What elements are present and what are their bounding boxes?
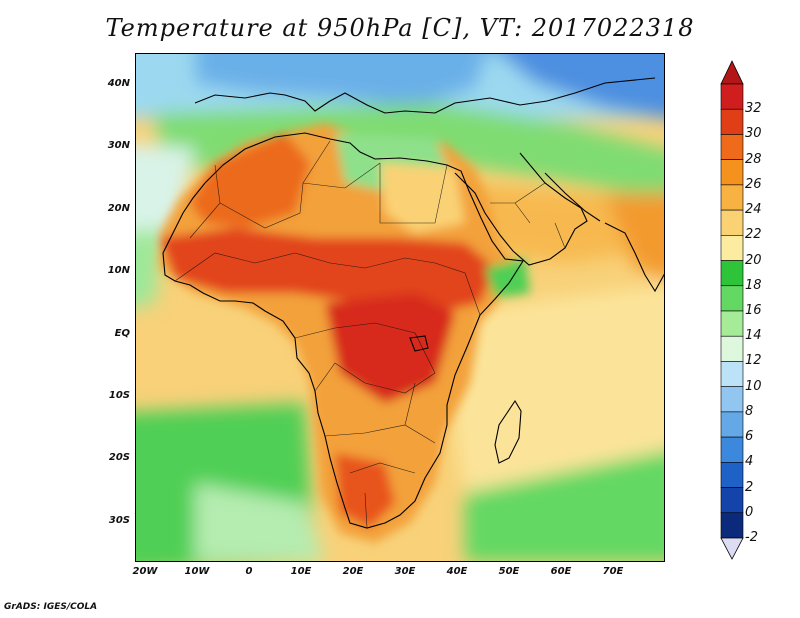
- india-coastline: [604, 222, 665, 293]
- colorbar-segment: [720, 285, 744, 312]
- field-atlantic-green: [135, 228, 165, 308]
- colorbar-segment: [720, 134, 744, 160]
- colorbar-segment: [720, 487, 744, 514]
- colorbar-label: -2: [745, 530, 758, 545]
- colorbar-label: 22: [745, 227, 762, 243]
- field-india-warm: [605, 193, 665, 278]
- colorbar-segment: [720, 512, 744, 539]
- lon-tick-label: 10E: [290, 566, 312, 577]
- lon-tick-label: 30E: [394, 566, 416, 577]
- colorbar-segment: [720, 335, 744, 362]
- colorbar-label: 2: [745, 479, 754, 495]
- map-border: [135, 53, 665, 562]
- colorbar-label: 8: [745, 403, 754, 419]
- colorbar-segment: [720, 260, 744, 287]
- field-northeast-cold: [499, 53, 665, 118]
- colorbar-segment: [720, 83, 744, 110]
- colorbar-segment: [720, 310, 744, 337]
- colorbar-segment: [720, 361, 744, 387]
- colorbar-segment: [720, 411, 744, 438]
- temperature-map: [135, 53, 665, 562]
- colorbar-segment: [720, 462, 744, 488]
- lat-tick-label: 20S: [108, 452, 130, 463]
- field-sahel-hot: [160, 228, 495, 313]
- colorbar-segment: [720, 209, 744, 236]
- field-indian-ocean-yellow: [435, 284, 665, 493]
- lon-tick-label: 20E: [342, 566, 364, 577]
- madagascar-coastline: [494, 399, 522, 464]
- field-south-atlantic-light: [195, 483, 325, 562]
- colorbar-label: 4: [745, 454, 754, 470]
- colorbar-label: 30: [745, 126, 762, 142]
- lat-tick-label: 30S: [108, 515, 130, 526]
- colorbar-label: 28: [745, 151, 762, 167]
- colorbar-label: 24: [745, 202, 762, 218]
- field-sahara-hot: [190, 133, 310, 228]
- colorbar-segment: [720, 184, 744, 211]
- lake-victoria: [409, 335, 429, 352]
- colorbar-label: 32: [745, 101, 762, 117]
- colorbar-label: 6: [745, 429, 754, 445]
- lon-tick-label: 60E: [550, 566, 572, 577]
- colorbar-segment: [720, 108, 744, 135]
- colorbar-top-arrow: [720, 60, 744, 85]
- colorbar-label: 20: [745, 252, 762, 268]
- colorbar-bottom-arrow: [720, 537, 744, 560]
- colorbar-label: 16: [745, 303, 762, 318]
- field-central-hot: [325, 293, 455, 403]
- lon-tick-label: 50E: [498, 566, 520, 577]
- field-southern-hot: [335, 453, 395, 528]
- lat-tick-label: EQ: [114, 328, 130, 339]
- lat-tick-label: 40N: [107, 78, 130, 89]
- europe-coastline: [194, 77, 656, 114]
- gulf-coastline: [544, 172, 601, 222]
- colorbar-label: 10: [745, 378, 762, 394]
- lat-tick-label: 20N: [107, 203, 130, 214]
- colorbar-segment: [720, 386, 744, 413]
- field-north-cold: [195, 53, 488, 108]
- lat-tick-label: 30N: [107, 140, 130, 151]
- colorbar-label: 18: [745, 277, 762, 293]
- lon-tick-label: 40E: [446, 566, 468, 577]
- colorbar-label: 26: [745, 176, 762, 192]
- lon-tick-label: 70E: [602, 566, 624, 577]
- colorbar-segment: [720, 159, 744, 186]
- colorbar-segment: [720, 436, 744, 463]
- field-atlantic-cool: [135, 144, 195, 250]
- credit-text: GrADS: IGES/COLA: [4, 602, 98, 612]
- country-borders: [174, 140, 566, 529]
- colorbar-label: 0: [745, 504, 754, 520]
- colorbar: [720, 60, 744, 560]
- lon-tick-label: 0: [245, 566, 253, 577]
- lat-tick-label: 10S: [108, 390, 130, 401]
- lon-tick-label: 10W: [184, 566, 210, 577]
- lon-tick-label: 20W: [132, 566, 158, 577]
- colorbar-segment: [720, 235, 744, 261]
- colorbar-label: 12: [745, 353, 762, 369]
- lat-tick-label: 10N: [107, 265, 130, 276]
- colorbar-label: 14: [745, 328, 762, 344]
- chart-title: Temperature at 950hPa [C], VT: 201702231…: [105, 14, 695, 42]
